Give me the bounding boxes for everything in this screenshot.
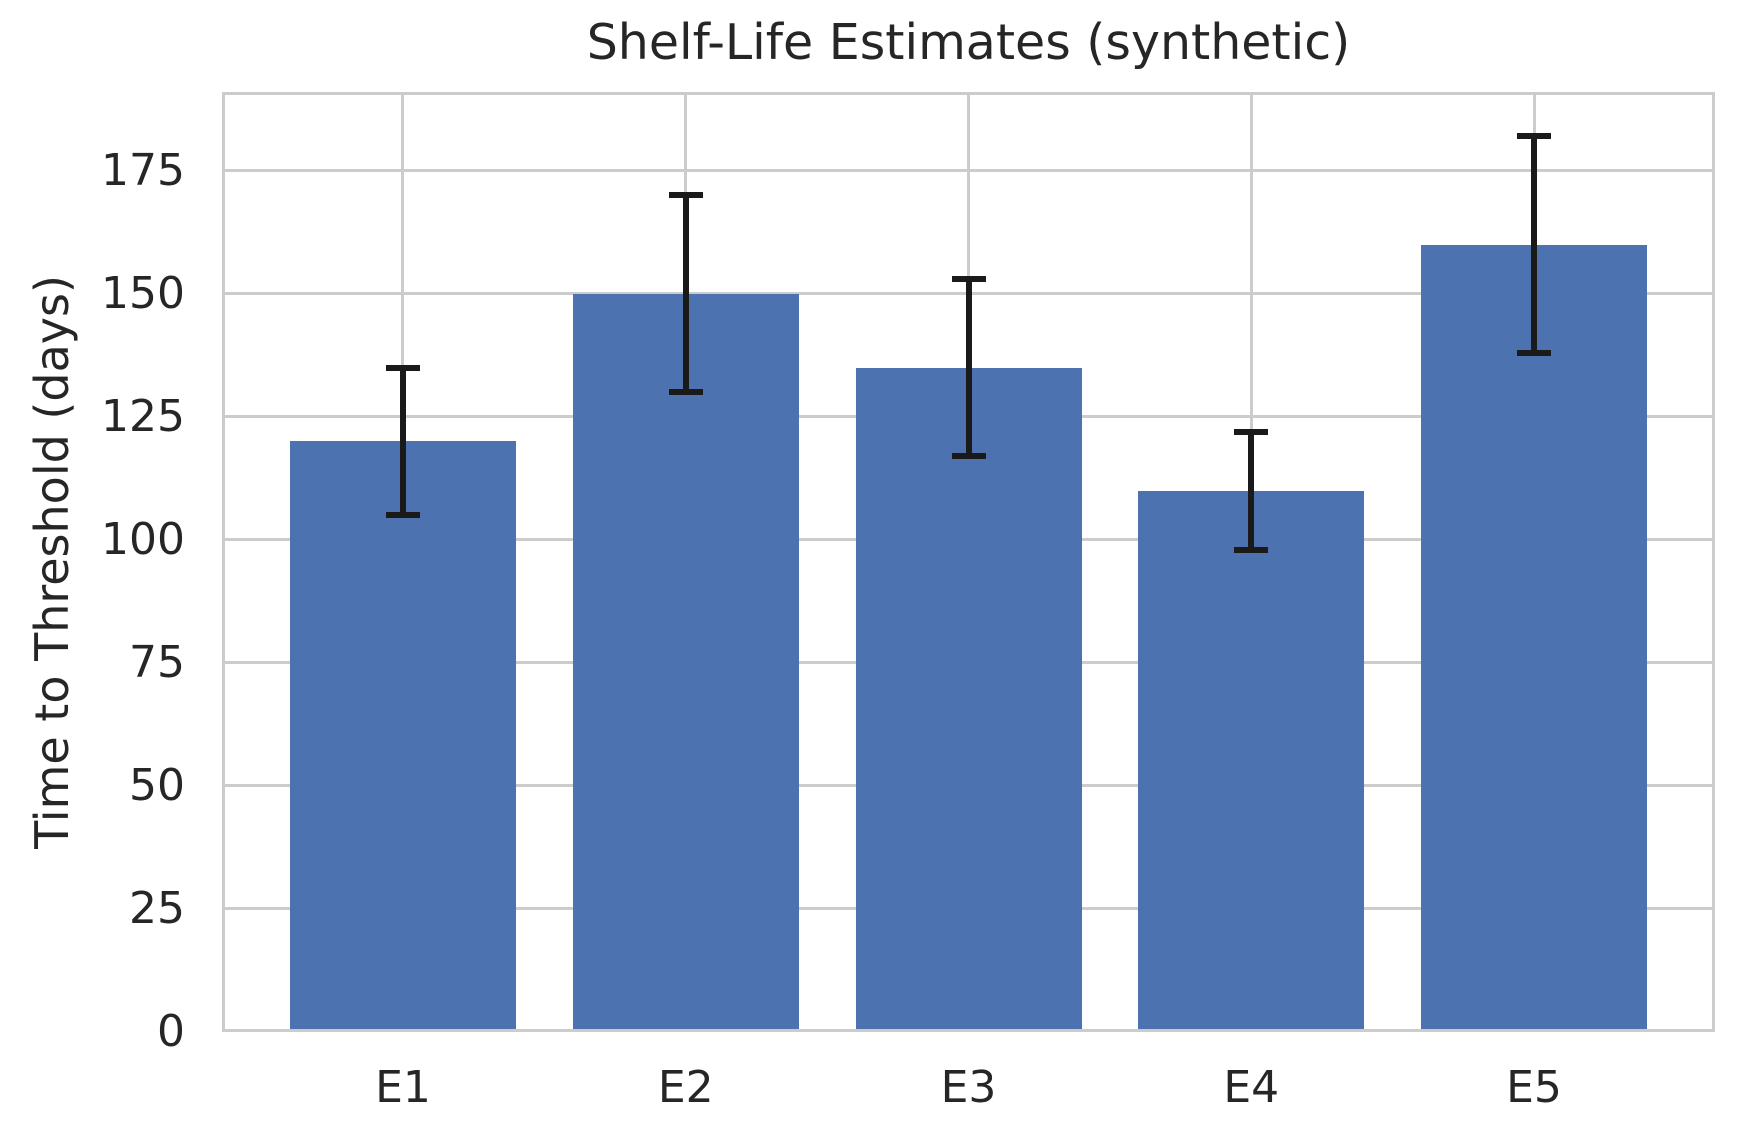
chart-title: Shelf-Life Estimates (synthetic)	[586, 14, 1351, 71]
error-cap-bottom-e1	[385, 512, 420, 519]
x-tick-e3: E3	[940, 1062, 997, 1113]
x-tick-e4: E4	[1223, 1062, 1280, 1113]
y-tick-100: 100	[101, 513, 185, 565]
error-cap-top-e5	[1517, 133, 1552, 140]
y-tick-50: 50	[129, 759, 185, 811]
bar-e2	[572, 293, 799, 1032]
y-axis-label: Time to Threshold (days)	[25, 275, 79, 849]
error-bar-e1	[399, 367, 406, 516]
error-cap-top-e2	[668, 192, 703, 199]
bar-e1	[289, 441, 516, 1032]
y-tick-175: 175	[101, 144, 185, 196]
y-tick-0: 0	[157, 1006, 185, 1057]
x-tick-e2: E2	[657, 1062, 714, 1113]
x-tick-e1: E1	[375, 1062, 431, 1113]
plot-area	[222, 92, 1715, 1032]
error-bar-e4	[1248, 431, 1255, 550]
error-cap-bottom-e4	[1234, 546, 1269, 553]
error-cap-bottom-e2	[668, 389, 703, 396]
y-tick-75: 75	[129, 636, 185, 688]
bar-e3	[855, 367, 1082, 1032]
error-bar-e2	[682, 195, 689, 393]
error-cap-top-e4	[1234, 428, 1269, 435]
error-bar-e5	[1531, 136, 1538, 353]
y-tick-150: 150	[101, 267, 185, 319]
bar-e5	[1421, 244, 1648, 1032]
error-bar-e3	[965, 279, 972, 457]
error-cap-top-e3	[951, 276, 986, 283]
y-tick-125: 125	[101, 390, 185, 442]
x-tick-e5: E5	[1506, 1062, 1562, 1113]
error-cap-bottom-e3	[951, 453, 986, 460]
error-cap-top-e1	[385, 364, 420, 371]
error-cap-bottom-e5	[1517, 349, 1552, 356]
bar-e4	[1138, 490, 1365, 1032]
y-tick-25: 25	[129, 882, 185, 934]
